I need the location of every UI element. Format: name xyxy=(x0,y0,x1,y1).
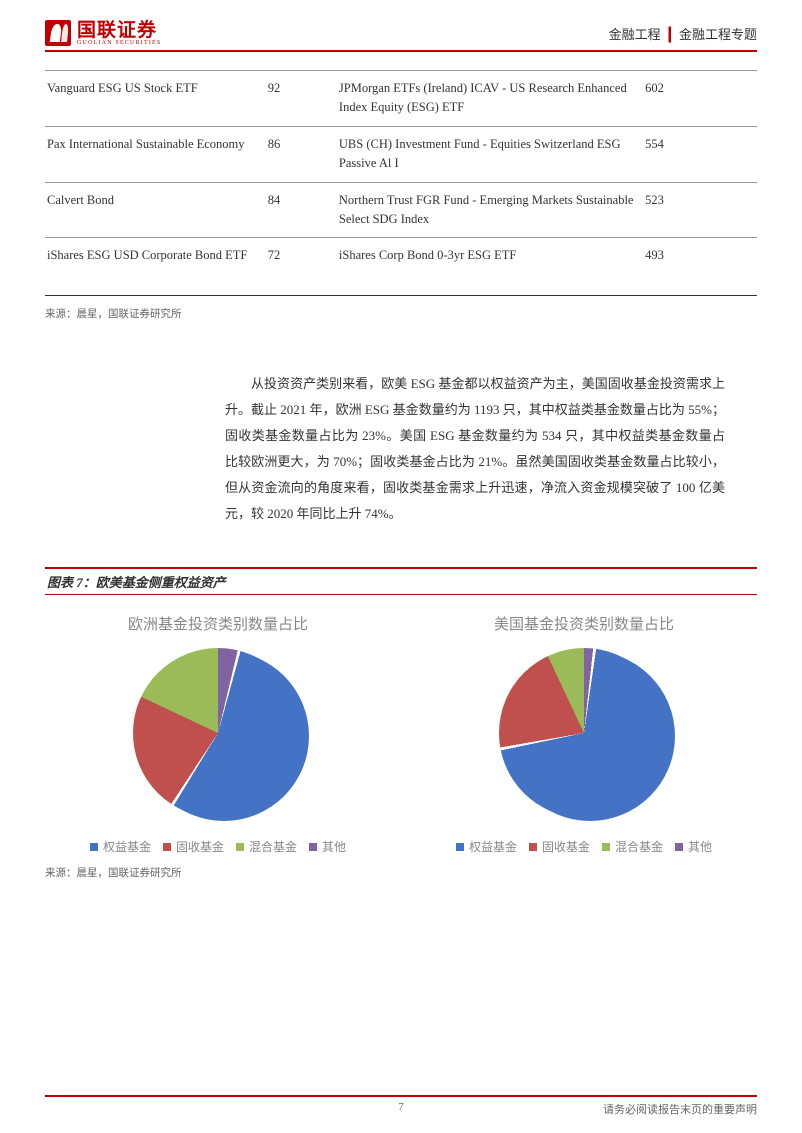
logo-text-en: GUOLIAN SECURITIES xyxy=(77,40,161,46)
table-row: Calvert Bond84Northern Trust FGR Fund - … xyxy=(45,182,757,238)
table-cell: iShares Corp Bond 0-3yr ESG ETF xyxy=(337,238,643,296)
table-cell: 92 xyxy=(266,71,337,127)
table-source: 来源：晨星，国联证券研究所 xyxy=(45,306,757,321)
page-header: 国联证券 GUOLIAN SECURITIES 金融工程 ┃ 金融工程专题 xyxy=(45,20,757,52)
legend-label: 其他 xyxy=(322,838,346,855)
table-cell: 523 xyxy=(643,182,757,238)
table-cell: 493 xyxy=(643,238,757,296)
table-row: Pax International Sustainable Economy86U… xyxy=(45,126,757,182)
legend-label: 混合基金 xyxy=(249,838,297,855)
figure-header: 图表 7：欧美基金侧重权益资产 xyxy=(45,567,757,595)
legend-label: 混合基金 xyxy=(615,838,663,855)
table-row: iShares ESG USD Corporate Bond ETF72iSha… xyxy=(45,238,757,296)
table-row: Vanguard ESG US Stock ETF92JPMorgan ETFs… xyxy=(45,71,757,127)
breadcrumb-sep: ┃ xyxy=(666,27,674,42)
table-cell: 86 xyxy=(266,126,337,182)
table-cell: Calvert Bond xyxy=(45,182,266,238)
legend-item: 权益基金 xyxy=(90,838,151,855)
header-breadcrumb: 金融工程 ┃ 金融工程专题 xyxy=(609,24,757,43)
table-cell: UBS (CH) Investment Fund - Equities Swit… xyxy=(337,126,643,182)
page-number: 7 xyxy=(398,1101,404,1113)
table-cell: iShares ESG USD Corporate Bond ETF xyxy=(45,238,266,296)
logo-icon xyxy=(45,20,71,46)
fund-table: Vanguard ESG US Stock ETF92JPMorgan ETFs… xyxy=(45,70,757,296)
page-footer: 7 请务必阅读报告末页的重要声明 xyxy=(45,1095,757,1113)
figure-source: 来源：晨星，国联证券研究所 xyxy=(45,865,757,880)
table-cell: Pax International Sustainable Economy xyxy=(45,126,266,182)
table-cell: Northern Trust FGR Fund - Emerging Marke… xyxy=(337,182,643,238)
legend-label: 其他 xyxy=(688,838,712,855)
table-cell: JPMorgan ETFs (Ireland) ICAV - US Resear… xyxy=(337,71,643,127)
legend-item: 固收基金 xyxy=(163,838,224,855)
legend-swatch xyxy=(602,843,610,851)
pie-us-wrap xyxy=(499,648,669,818)
legend-item: 混合基金 xyxy=(602,838,663,855)
charts-row: 欧洲基金投资类别数量占比 权益基金 固收基金 混合基金 其他 美国基金投资类别数量占比… xyxy=(45,613,757,855)
footer-disclaimer: 请务必阅读报告末页的重要声明 xyxy=(603,1101,757,1117)
legend-swatch xyxy=(236,843,244,851)
figure-block: 图表 7：欧美基金侧重权益资产 欧洲基金投资类别数量占比 权益基金 固收基金 混合基… xyxy=(45,567,757,880)
legend-item: 固收基金 xyxy=(529,838,590,855)
breadcrumb-right: 金融工程专题 xyxy=(679,27,757,42)
legend-label: 固收基金 xyxy=(176,838,224,855)
chart-us: 美国基金投资类别数量占比 权益基金 固收基金 混合基金 其他 xyxy=(424,613,744,855)
legend-label: 权益基金 xyxy=(103,838,151,855)
legend-item: 权益基金 xyxy=(456,838,517,855)
table-cell: 84 xyxy=(266,182,337,238)
logo-block: 国联证券 GUOLIAN SECURITIES xyxy=(45,20,161,46)
legend-swatch xyxy=(456,843,464,851)
chart-eu: 欧洲基金投资类别数量占比 权益基金 固收基金 混合基金 其他 xyxy=(58,613,378,855)
chart-us-title: 美国基金投资类别数量占比 xyxy=(494,613,674,634)
body-paragraph: 从投资资产类别来看，欧美 ESG 基金都以权益资产为主，美国固收基金投资需求上升… xyxy=(225,371,725,527)
legend-label: 权益基金 xyxy=(469,838,517,855)
legend-eu: 权益基金 固收基金 混合基金 其他 xyxy=(90,838,346,855)
table-cell: 72 xyxy=(266,238,337,296)
legend-item: 混合基金 xyxy=(236,838,297,855)
table-cell: Vanguard ESG US Stock ETF xyxy=(45,71,266,127)
breadcrumb-left: 金融工程 xyxy=(609,27,661,42)
legend-label: 固收基金 xyxy=(542,838,590,855)
legend-swatch xyxy=(529,843,537,851)
legend-swatch xyxy=(163,843,171,851)
logo-text-cn: 国联证券 xyxy=(77,21,161,40)
legend-swatch xyxy=(309,843,317,851)
chart-eu-title: 欧洲基金投资类别数量占比 xyxy=(128,613,308,634)
legend-item: 其他 xyxy=(675,838,712,855)
legend-swatch xyxy=(675,843,683,851)
table-cell: 602 xyxy=(643,71,757,127)
legend-item: 其他 xyxy=(309,838,346,855)
legend-us: 权益基金 固收基金 混合基金 其他 xyxy=(456,838,712,855)
legend-swatch xyxy=(90,843,98,851)
figure-title: 图表 7：欧美基金侧重权益资产 xyxy=(47,575,226,590)
pie-eu-wrap xyxy=(133,648,303,818)
table-cell: 554 xyxy=(643,126,757,182)
